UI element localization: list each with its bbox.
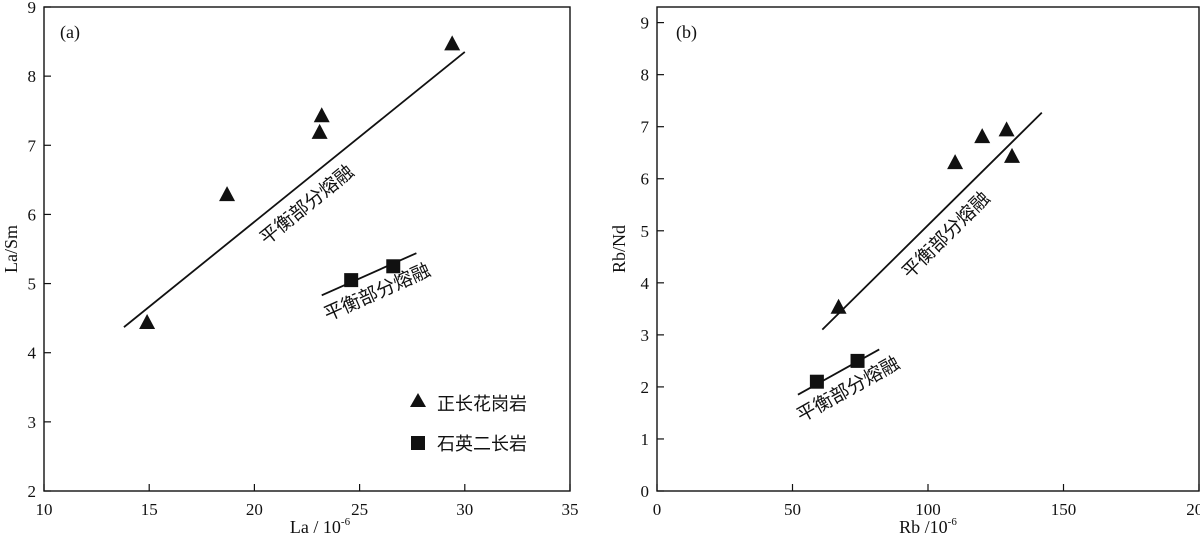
y-tick-label: 7: [28, 136, 37, 155]
trend-line-label: 平衡部分熔融: [321, 259, 434, 325]
y-tick-label: 3: [641, 326, 650, 345]
trend-line-label: 平衡部分熔融: [793, 352, 903, 427]
data-point-square: [386, 259, 401, 274]
plot-frame-a: [43, 6, 571, 492]
y-tick-label: 2: [641, 378, 650, 397]
data-point-square: [850, 353, 865, 368]
x-tick-label: 10: [36, 500, 53, 519]
x-tick-label: 0: [653, 500, 662, 519]
data-point-triangle: [444, 35, 461, 51]
x-tick-label: 20: [246, 500, 263, 519]
y-tick-label: 6: [28, 205, 37, 224]
data-point-triangle: [1004, 147, 1021, 163]
y-tick-label: 8: [641, 66, 650, 85]
x-ticks-a: 10 15 20 25 30 35: [36, 484, 579, 519]
x-ticks-b: 0 50 100 150 200: [653, 484, 1200, 519]
trend-line: [321, 252, 417, 297]
x-tick-label: 50: [784, 500, 801, 519]
data-point-triangle: [219, 186, 236, 202]
x-axis-label-b: Rb /10-6: [899, 516, 957, 537]
data-point-triangle: [947, 154, 964, 170]
data-point-triangle: [139, 313, 156, 329]
y-tick-label: 5: [28, 275, 37, 294]
y-axis-label-b: Rb/Nd: [609, 225, 629, 273]
trend-line: [821, 112, 1043, 331]
y-ticks-b: 0 1 2 3 4 5 6 7 8 9: [641, 14, 664, 501]
legend-label-syenogranite: 正长花岗岩: [437, 394, 527, 415]
panel-label-a: (a): [60, 22, 80, 43]
x-tick-label: 25: [351, 500, 368, 519]
x-tick-label: 35: [562, 500, 579, 519]
data-point-square: [344, 273, 359, 288]
legend-square-marker: [411, 436, 425, 450]
y-tick-label: 7: [641, 118, 650, 137]
trend-line: [123, 51, 466, 328]
data-point-triangle: [313, 107, 330, 123]
trend-line-label: 平衡部分熔融: [898, 187, 995, 283]
panel-label-b: (b): [676, 22, 697, 43]
data-points-a: [139, 35, 461, 329]
data-point-triangle: [998, 121, 1015, 137]
y-tick-label: 5: [641, 222, 650, 241]
data-point-triangle: [830, 298, 847, 314]
legend-triangle-marker: [410, 393, 426, 407]
legend: 正长花岗岩 石英二长岩: [410, 393, 527, 455]
data-point-triangle: [311, 123, 328, 139]
y-tick-label: 9: [28, 0, 37, 17]
y-tick-label: 3: [28, 413, 37, 432]
y-tick-label: 1: [641, 430, 650, 449]
y-tick-label: 2: [28, 482, 37, 501]
data-points-b: [809, 121, 1021, 389]
y-axis-label-a: La/Sm: [1, 225, 21, 273]
y-tick-label: 0: [641, 482, 650, 501]
y-tick-label: 9: [641, 14, 650, 33]
x-axis-label-a: La / 10-6: [290, 516, 351, 537]
data-point-triangle: [974, 128, 991, 144]
legend-label-quartz-monzonite: 石英二长岩: [437, 434, 527, 455]
x-tick-label: 30: [456, 500, 473, 519]
y-tick-label: 6: [641, 170, 650, 189]
data-point-square: [809, 374, 824, 389]
y-tick-label: 4: [28, 344, 37, 363]
y-ticks-a: 2 3 4 5 6 7 8 9: [28, 0, 51, 501]
x-tick-label: 15: [141, 500, 158, 519]
x-tick-label: 100: [915, 500, 941, 519]
x-tick-label: 200: [1186, 500, 1200, 519]
y-tick-label: 8: [28, 67, 37, 86]
x-tick-label: 150: [1051, 500, 1077, 519]
trend-line-label: 平衡部分熔融: [256, 161, 359, 250]
y-tick-label: 4: [641, 274, 650, 293]
